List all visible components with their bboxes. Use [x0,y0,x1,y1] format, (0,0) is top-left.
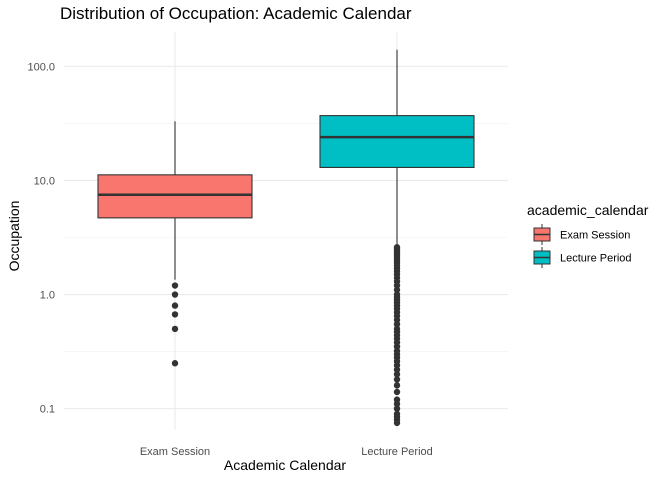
outlier-point [171,360,179,367]
plot-area [97,49,475,427]
legend-label: Lecture Period [560,253,632,265]
box-group [97,121,253,367]
y-tick-label: 10.0 [34,175,55,187]
outlier-point [393,376,401,383]
x-axis: Exam Session Lecture Period [140,446,433,458]
outlier-point [171,302,179,309]
box-iqr [319,115,475,168]
outlier-point [393,366,401,373]
y-tick-label: 0.1 [40,404,55,416]
x-tick-label: Exam Session [140,446,210,458]
outlier-point [393,419,401,427]
legend-key [533,247,551,268]
y-axis-title: Occupation [6,201,22,272]
outlier-point [393,382,401,389]
outlier-point [171,282,179,289]
legend-label: Exam Session [560,230,630,242]
y-axis: 0.1 1.0 10.0 100.0 [27,61,55,415]
outlier-point [393,286,401,294]
y-tick-label: 1.0 [40,290,55,302]
y-tick-label: 100.0 [27,61,55,73]
chart-title: Distribution of Occupation: Academic Cal… [60,4,412,23]
outlier-point [393,400,401,408]
x-axis-title: Academic Calendar [224,457,347,473]
legend: academic_calendar Exam Session Lecture Per… [527,202,649,268]
legend-key [533,224,551,245]
outlier-point [393,405,401,412]
grid [64,32,508,430]
legend-title: academic_calendar [527,202,649,218]
outlier-point [393,343,401,350]
outlier-point [171,291,179,298]
outlier-point [171,311,179,318]
outlier-point [393,388,401,396]
outlier-point [393,371,401,378]
box-group [319,49,475,427]
box-iqr [97,174,253,219]
outlier-point [171,325,179,333]
outlier-point [393,320,401,328]
x-tick-label: Lecture Period [361,446,433,458]
